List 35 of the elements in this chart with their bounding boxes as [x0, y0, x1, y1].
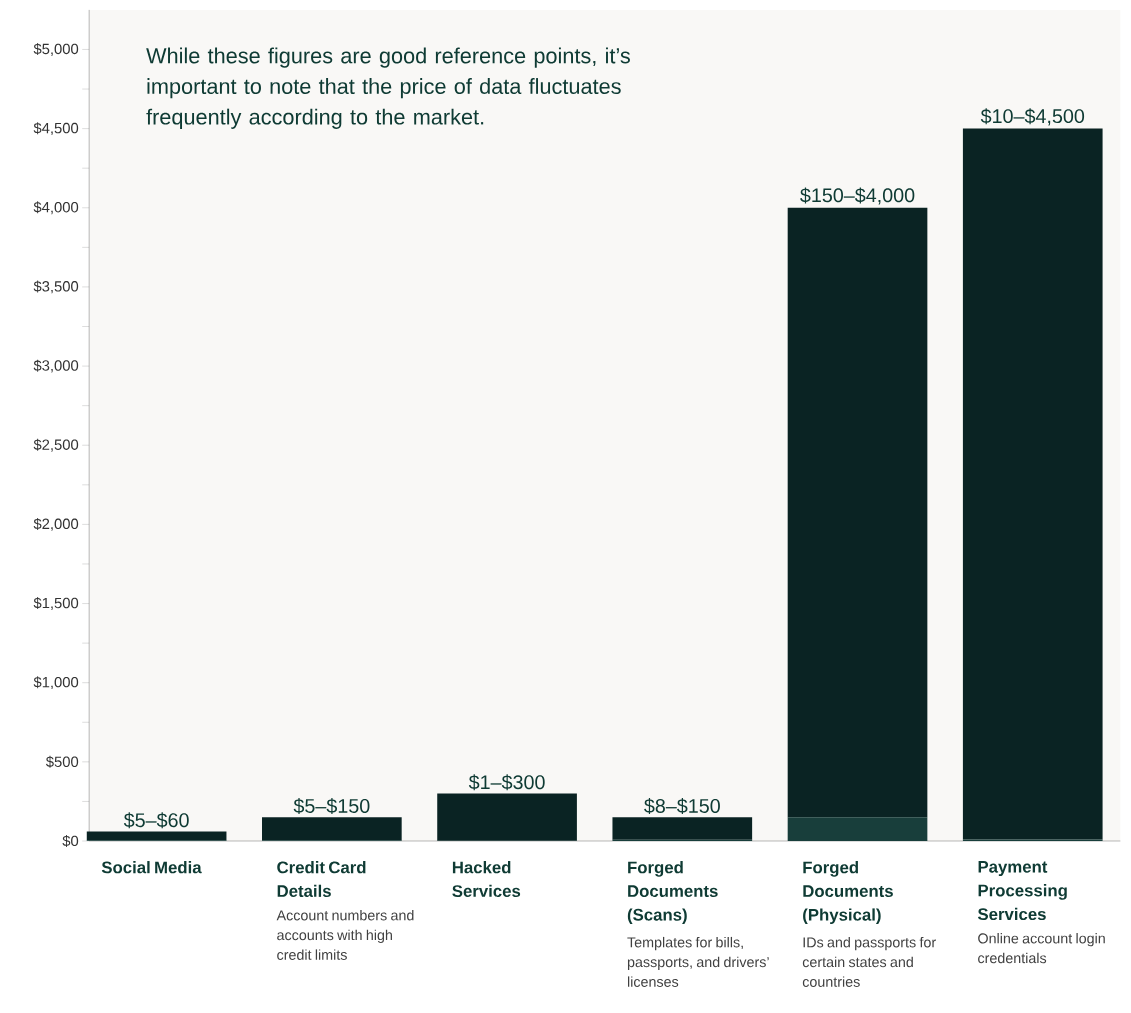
y-tick-label: $4,000: [33, 201, 79, 215]
bar: [262, 817, 402, 841]
bar: [437, 793, 577, 841]
x-tick-label: Hacked Services: [452, 860, 521, 897]
total-label: $5–$150: [293, 797, 370, 814]
x-tick-label: Social Media: [101, 860, 202, 874]
y-tick-label: $5,000: [33, 42, 79, 56]
y-tick-label: $4,500: [33, 122, 79, 135]
text: IDs and passports for certain states and countries: [802, 936, 936, 987]
x-tick-label: Payment Processing Services: [977, 860, 1067, 920]
total-label: $5–$60: [123, 812, 189, 829]
y-tick-label: $0: [62, 834, 79, 847]
y-tick-label: $1,000: [33, 676, 79, 689]
y-tick-label: $2,500: [33, 438, 79, 452]
text: Templates for bills, passports, and drivers’ licenses: [627, 936, 769, 987]
bar: [86, 831, 227, 841]
total-label: $10–$4,500: [980, 108, 1085, 126]
bar: [612, 817, 753, 840]
y-tick-label: $500: [45, 755, 79, 768]
total-label: $1–$300: [468, 774, 545, 791]
text: Online account login credentials: [978, 932, 1105, 964]
total-label: $150–$4,000: [800, 187, 915, 205]
y-tick-label: $2,000: [33, 517, 79, 531]
y-tick-label: $3,000: [33, 359, 79, 373]
x-tick-label: Forged Documents (Physical): [803, 860, 893, 924]
x-tick-label: Forged Documents (Scans): [627, 860, 718, 924]
bar: [962, 128, 1103, 840]
y-tick-label: $1,500: [33, 596, 79, 610]
bar: [787, 817, 928, 841]
bar: [787, 207, 928, 818]
annotation: While these figures are good reference points, it’s important to note that the price of data fluctuates frequently according to the market.: [146, 47, 630, 129]
total-label: $8–$150: [644, 797, 720, 814]
x-tick-label: Credit Card Details: [277, 860, 366, 897]
text: Account numbers and accounts with high credit limits: [276, 909, 414, 960]
y-tick-label: $3,500: [33, 280, 79, 294]
